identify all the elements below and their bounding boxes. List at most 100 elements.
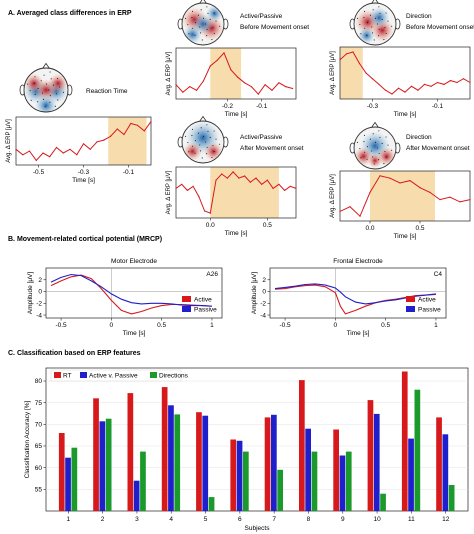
rt-point: [76, 154, 78, 156]
scalp-label-ap-after-line2: After Movement onset: [240, 145, 304, 152]
ap_after-point: [192, 185, 194, 187]
ap_before-point: [189, 86, 191, 88]
section-b-title: B. Movement-related cortical potential (…: [8, 236, 163, 243]
scalp-electrode: [219, 143, 221, 145]
scalp-electrode: [205, 23, 207, 25]
mrcp_frontal-legend-swatch: [406, 306, 415, 312]
dir_before-point: [410, 85, 413, 87]
scalp-electrode: [33, 82, 35, 84]
scalp-electrode: [366, 146, 368, 148]
scalp-electrode: [45, 83, 48, 85]
scalp-electrode: [213, 150, 215, 153]
scalp-electrode: [191, 128, 194, 130]
ap_before-point: [292, 87, 294, 90]
rt-point: [49, 156, 51, 158]
dir_after-point: [469, 199, 471, 201]
scalp-electrode: [49, 95, 51, 97]
scalp-electrode: [363, 17, 365, 19]
scalp-label-reaction-time: Reaction Time: [86, 88, 128, 95]
scalp-electrode: [379, 12, 381, 14]
scalp-map-direction-before: [349, 0, 401, 46]
scalp-electrode: [187, 142, 189, 144]
mrcp_frontal-title: Frontal Electrode: [333, 258, 383, 265]
classification-legend-box: [50, 369, 182, 382]
scalp-label-dir-after-line1: Direction: [406, 134, 432, 141]
scalp-field: [354, 127, 396, 169]
rt-point: [22, 154, 24, 156]
scalp-outline: [23, 67, 69, 113]
dir_before-point: [358, 62, 361, 65]
ap_before-point: [209, 65, 211, 67]
classification-bar-active-passive: [236, 440, 243, 511]
mrcp_motor-legend-label: Passive: [194, 307, 217, 314]
scalp-blob: [204, 142, 223, 161]
scalp-electrode: [42, 92, 44, 94]
scalp-electrode: [385, 12, 387, 14]
scalp-electrode: [366, 34, 368, 36]
classification-y-tick-label: 70: [35, 422, 43, 429]
scalp-electrode: [378, 6, 380, 8]
scalp-electrode: [206, 124, 208, 126]
classification-legend-label: Directions: [159, 373, 189, 380]
classification-bar-directions: [140, 451, 146, 511]
scalp-electrode: [373, 39, 375, 41]
scalp-electrode: [43, 74, 45, 76]
dir_after-point: [379, 175, 381, 177]
scalp-electrode: [215, 138, 217, 140]
dir_after-point: [459, 201, 461, 203]
ap_after-point: [255, 177, 257, 179]
classification-bar-rt: [196, 412, 202, 511]
ap_after-point: [175, 187, 177, 189]
ap_after-point: [215, 179, 217, 181]
classification-bar-directions: [208, 497, 215, 511]
scalp-electrode: [212, 27, 214, 29]
classification-x-tick-label: 5: [204, 516, 208, 523]
dir_before-point: [384, 89, 387, 91]
classification-bar-active-passive: [168, 405, 174, 511]
ap_before-y-axis-label: Avg. Δ ERP [μV]: [166, 51, 172, 95]
ap_before-x-tick-label: -0.2: [222, 103, 234, 110]
scalp-electrode: [384, 151, 386, 153]
scalp-electrode: [199, 26, 201, 28]
mrcp_motor-axes-frame: [45, 267, 223, 319]
classification-bar-directions: [448, 485, 455, 511]
ap_after-point: [204, 210, 206, 212]
scalp-electrode: [192, 145, 194, 147]
scalp-electrode: [212, 145, 214, 147]
ap_after-point: [261, 183, 263, 185]
rt-point: [136, 124, 139, 126]
scalp-electrode: [37, 88, 39, 90]
ap_after-erp-line: [175, 171, 297, 214]
mrcp_frontal-x-tick-label: 1: [434, 322, 438, 329]
scalp-electrode: [188, 33, 190, 35]
scalp-electrode: [374, 141, 377, 143]
rt-point: [35, 159, 37, 161]
scalp-electrode: [209, 18, 211, 20]
scalp-electrode: [59, 86, 61, 88]
dir_after-x-tick-label: 0.0: [365, 225, 374, 232]
ap_after-point: [249, 181, 251, 183]
scalp-electrode: [360, 33, 362, 35]
ap_after-x-tick-label: 0.5: [263, 222, 272, 229]
scalp-outline: [353, 2, 397, 46]
ap_before-point: [250, 86, 252, 88]
scalp-label-ap-before-line2: Before Movement onset: [240, 24, 309, 31]
ap_before-point: [175, 84, 177, 86]
scalp-electrode: [364, 151, 366, 153]
rt-point: [82, 143, 85, 145]
scalp-electrode: [359, 148, 361, 150]
mrcp_frontal-y-axis-label: Amplitude [μV]: [251, 272, 258, 315]
scalp-electrode: [30, 99, 32, 101]
classification-bar-active-passive: [133, 480, 140, 511]
dir_before-point: [352, 51, 354, 53]
rt-y-axis-label: Avg. Δ ERP [μV]: [6, 119, 12, 163]
ap_after-point: [221, 173, 223, 175]
mrcp_frontal-x-tick-label: -0.5: [279, 322, 291, 329]
ap_before-point: [244, 82, 246, 84]
ap_after-point: [198, 196, 200, 198]
scalp-electrode: [42, 98, 45, 100]
dir_before-point: [443, 83, 445, 85]
scalp-electrode: [215, 20, 217, 22]
scalp-electrode: [385, 156, 387, 159]
mrcp_frontal-legend-swatch: [406, 296, 415, 302]
